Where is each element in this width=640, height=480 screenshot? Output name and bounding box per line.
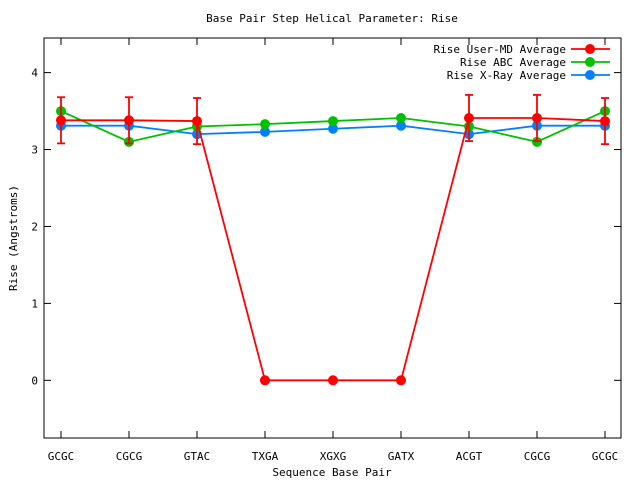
y-tick-label: 2 <box>31 220 38 233</box>
series-layer <box>56 94 610 386</box>
x-tick-label: CGCG <box>116 450 143 463</box>
y-tick-label: 4 <box>31 67 38 80</box>
x-tick-label: XGXG <box>320 450 347 463</box>
data-point <box>260 126 270 137</box>
data-point <box>328 375 338 386</box>
data-point <box>464 113 474 123</box>
data-point <box>328 123 338 134</box>
data-point <box>56 115 66 126</box>
legend-label: Rise ABC Average <box>460 56 566 69</box>
y-tick-label: 0 <box>31 374 38 387</box>
data-point <box>396 120 406 131</box>
data-point <box>396 375 406 386</box>
x-axis: GCGC CGCG GTAC TXGA XGXG GATX ACGT CGCG GCGC <box>48 38 619 463</box>
x-axis-label: Sequence Base Pair <box>272 466 392 479</box>
y-tick-label: 3 <box>31 144 38 157</box>
x-tick-label: GCGC <box>48 450 75 463</box>
x-tick-label: ACGT <box>456 450 483 463</box>
legend-label: Rise X-Ray Average <box>447 69 566 82</box>
series-line <box>61 117 606 382</box>
data-point <box>396 113 406 123</box>
data-point <box>600 116 610 127</box>
series-0 <box>56 94 610 386</box>
legend-marker <box>585 57 595 67</box>
data-point <box>532 113 542 123</box>
x-tick-label: TXGA <box>252 450 279 463</box>
x-tick-label: CGCG <box>524 450 551 463</box>
y-axis: 0 1 2 3 4 <box>31 67 621 387</box>
x-tick-label: GATX <box>388 450 415 463</box>
data-point <box>192 116 202 127</box>
y-tick-label: 1 <box>31 297 38 310</box>
x-tick-label: GCGC <box>592 450 619 463</box>
legend-marker <box>585 44 595 54</box>
x-tick-label: GTAC <box>184 450 211 463</box>
data-point <box>124 115 134 126</box>
data-point <box>260 375 270 386</box>
data-point <box>328 116 338 127</box>
chart-title: Base Pair Step Helical Parameter: Rise <box>206 12 458 25</box>
y-axis-label: Rise (Angstroms) <box>7 185 20 291</box>
legend-marker <box>585 70 595 80</box>
data-point <box>260 119 270 130</box>
legend-label: Rise User-MD Average <box>434 43 566 56</box>
